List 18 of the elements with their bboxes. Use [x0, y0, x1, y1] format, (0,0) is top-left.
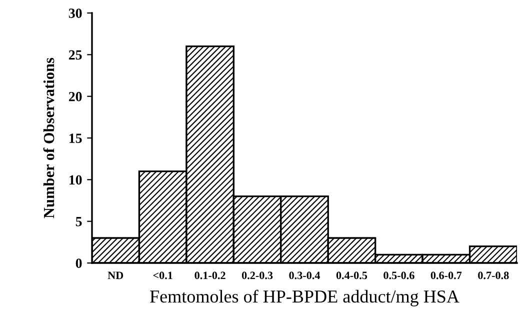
y-tick-label: 30 [68, 8, 82, 18]
y-tick-label: 0 [76, 258, 82, 268]
y-axis-title: Number of Observations [43, 58, 54, 218]
x-tick-label: 0.4-0.5 [336, 272, 368, 280]
x-tick-label: 0.5-0.6 [384, 272, 414, 280]
x-axis-title: Femtomoles of HP-BPDE adduct/mg HSA [150, 290, 460, 306]
x-tick-label: <0.1 [153, 272, 172, 280]
y-tick-label: 5 [76, 217, 82, 226]
x-tick-label: ND [108, 272, 124, 280]
y-tick-label: 25 [68, 50, 82, 60]
y-tick-label: 10 [70, 175, 82, 185]
x-tick-label: 0.7-0.8 [478, 272, 509, 280]
x-tick-label: 0.1-0.2 [194, 272, 226, 280]
y-tick-label: 20 [68, 92, 82, 102]
y-tick-label: 15 [70, 134, 82, 143]
x-tick-label: 0.6-0.7 [430, 272, 462, 280]
x-tick-label: 0.2-0.3 [242, 272, 273, 280]
x-tick-label: 0.3-0.4 [289, 272, 320, 280]
